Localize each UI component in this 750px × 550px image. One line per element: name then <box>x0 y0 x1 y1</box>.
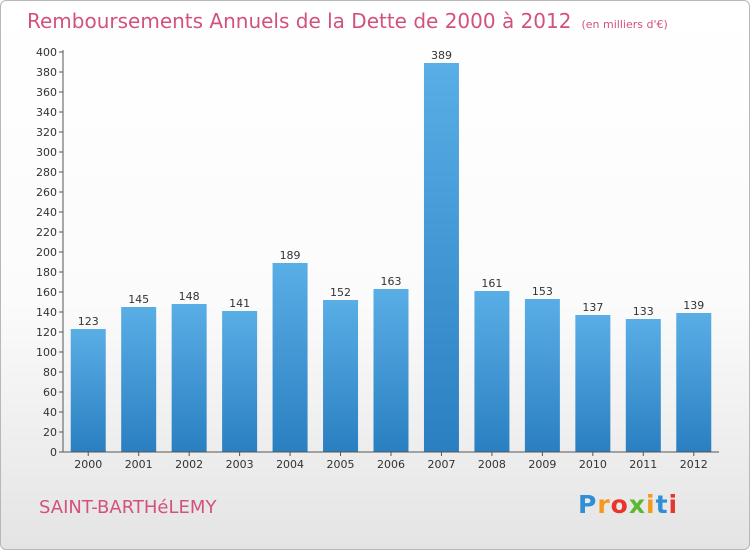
bar <box>575 315 611 452</box>
x-tick-label: 2008 <box>478 458 506 471</box>
logo-letter: i <box>646 490 656 519</box>
y-tick-label: 300 <box>36 146 57 159</box>
y-tick-label: 0 <box>50 446 57 459</box>
y-tick-label: 200 <box>36 246 57 259</box>
y-tick-label: 100 <box>36 346 57 359</box>
bar <box>676 313 712 452</box>
logo-letter: t <box>655 490 669 519</box>
x-axis: 2000 2001 2002 2003 2004 2005 2006 2007 2008 2009… <box>63 451 719 471</box>
y-tick-label: 400 <box>36 46 57 59</box>
x-tick-label: 2012 <box>680 458 708 471</box>
y-tick-label: 360 <box>36 86 57 99</box>
data-label: 137 <box>582 301 603 314</box>
x-tick-label: 2001 <box>125 458 153 471</box>
chart-title-text: Remboursements Annuels de la Dette de 20… <box>27 9 572 33</box>
x-tick-label: 2003 <box>226 458 254 471</box>
logo-letter: x <box>628 490 646 519</box>
chart-title: Remboursements Annuels de la Dette de 20… <box>27 9 668 33</box>
y-tick-label: 380 <box>36 66 57 79</box>
y-tick-label: 220 <box>36 226 57 239</box>
bar <box>625 319 661 452</box>
x-tick-label: 2000 <box>74 458 102 471</box>
y-tick-label: 240 <box>36 206 57 219</box>
data-label: 133 <box>633 305 654 318</box>
logo-letter: P <box>578 490 598 519</box>
y-tick-label: 40 <box>43 406 57 419</box>
logo-letter: r <box>597 490 611 519</box>
bar <box>222 311 258 452</box>
y-tick-label: 20 <box>43 426 57 439</box>
y-tick-label: 80 <box>43 366 57 379</box>
proxiti-logo: Proxiti <box>578 490 678 519</box>
bar <box>70 329 106 452</box>
data-label: 153 <box>532 285 553 298</box>
bar <box>474 291 510 452</box>
bar <box>373 289 409 452</box>
bars: 123 145 148 141 189 152 163 389 161 153 137 133 139 <box>70 49 712 452</box>
data-label: 389 <box>431 49 452 62</box>
data-label: 161 <box>481 277 502 290</box>
data-label: 145 <box>128 293 149 306</box>
x-tick-label: 2005 <box>327 458 355 471</box>
y-tick-label: 280 <box>36 166 57 179</box>
logo-letter: o <box>610 490 629 519</box>
bar <box>121 307 157 452</box>
y-axis: 0 20 40 60 80 100 120 140 160 180 200 220 240 260 280 3… <box>36 46 64 459</box>
y-tick-label: 60 <box>43 386 57 399</box>
y-tick-label: 180 <box>36 266 57 279</box>
x-tick-label: 2004 <box>276 458 304 471</box>
x-tick-label: 2007 <box>427 458 455 471</box>
data-label: 139 <box>683 299 704 312</box>
data-label: 123 <box>78 315 99 328</box>
y-tick-label: 260 <box>36 186 57 199</box>
x-tick-label: 2002 <box>175 458 203 471</box>
unit-note: (en milliers d'€) <box>581 18 668 31</box>
bar <box>272 263 308 452</box>
bar <box>423 63 459 452</box>
y-tick-label: 140 <box>36 306 57 319</box>
y-tick-label: 340 <box>36 106 57 119</box>
logo-letter: i <box>668 490 679 519</box>
x-tick-label: 2009 <box>528 458 556 471</box>
x-tick-label: 2010 <box>579 458 607 471</box>
bar <box>323 300 359 452</box>
x-tick-label: 2011 <box>629 458 657 471</box>
bar <box>171 304 207 452</box>
commune-name: SAINT-BARTHéLEMY <box>39 497 217 518</box>
y-tick-label: 160 <box>36 286 57 299</box>
data-label: 163 <box>381 275 402 288</box>
data-label: 152 <box>330 286 351 299</box>
bar <box>524 299 560 452</box>
data-label: 141 <box>229 297 250 310</box>
x-tick-label: 2006 <box>377 458 405 471</box>
y-tick-label: 320 <box>36 126 57 139</box>
data-label: 148 <box>179 290 200 303</box>
y-tick-label: 120 <box>36 326 57 339</box>
data-label: 189 <box>280 249 301 262</box>
